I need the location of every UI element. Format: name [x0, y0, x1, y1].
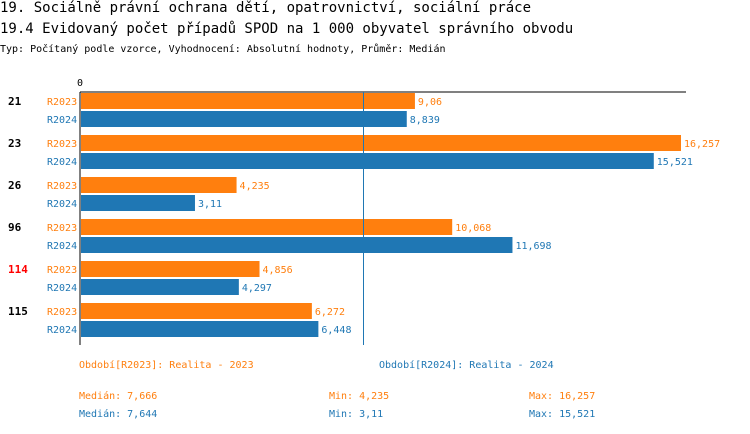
bar — [81, 177, 237, 193]
category-label: 96 — [8, 221, 22, 234]
stat-r2024-max: Max: 15,521 — [529, 409, 596, 420]
category-label: 114 — [8, 263, 28, 276]
series-label: R2024 — [47, 115, 77, 126]
bar — [81, 261, 260, 277]
chart-title: 19. Sociálně právní ochrana dětí, opatro… — [0, 0, 532, 16]
category-label: 115 — [8, 305, 28, 318]
bar — [81, 237, 513, 253]
chart-type-description: Typ: Počítaný podle vzorce, Vyhodnocení:… — [0, 44, 446, 55]
data-label: 8,839 — [410, 115, 440, 126]
series-label: R2024 — [47, 241, 77, 252]
stat-r2023-median: Medián: 7,666 — [79, 391, 158, 402]
bar — [81, 303, 312, 319]
bar — [81, 93, 415, 109]
data-label: 10,068 — [455, 223, 491, 234]
data-label: 4,235 — [240, 181, 270, 192]
data-label: 11,698 — [515, 241, 551, 252]
data-label: 4,297 — [242, 283, 272, 294]
chart-subtitle: 19.4 Evidovaný počet případů SPOD na 1 0… — [0, 21, 574, 37]
series-label: R2024 — [47, 199, 77, 210]
data-label: 4,856 — [263, 265, 293, 276]
series-label: R2024 — [47, 325, 77, 336]
category-label: 21 — [8, 95, 22, 108]
bar-chart: 0 21 R2023 9,06 R2024 8,839 23 R2023 16,257 R2024… — [8, 78, 720, 345]
stat-r2024-min: Min: 3,11 — [329, 409, 384, 420]
legend-r2023: Období[R2023]: Realita - 2023 — [79, 360, 254, 371]
bar — [81, 219, 453, 235]
series-label: R2023 — [47, 223, 77, 234]
stat-r2023-max: Max: 16,257 — [529, 391, 596, 402]
series-label: R2024 — [47, 283, 77, 294]
data-label: 6,272 — [315, 307, 345, 318]
bar — [81, 153, 654, 169]
bar — [81, 321, 319, 337]
legend-r2024: Období[R2024]: Realita - 2024 — [379, 360, 554, 371]
data-label: 6,448 — [321, 325, 351, 336]
data-label: 9,06 — [418, 97, 442, 108]
series-label: R2023 — [47, 265, 77, 276]
bar — [81, 279, 239, 295]
series-label: R2023 — [47, 307, 77, 318]
category-label: 23 — [8, 137, 21, 150]
series-label: R2023 — [47, 139, 77, 150]
series-label: R2023 — [47, 181, 77, 192]
category-label: 26 — [8, 179, 22, 192]
x-tick-label: 0 — [77, 78, 83, 89]
series-label: R2024 — [47, 157, 77, 168]
data-label: 15,521 — [657, 157, 693, 168]
bar — [81, 135, 681, 151]
bar — [81, 195, 195, 211]
bar — [81, 111, 407, 127]
data-label: 16,257 — [684, 139, 720, 150]
data-label: 3,11 — [198, 199, 222, 210]
stat-r2024-median: Medián: 7,644 — [79, 409, 158, 420]
stat-r2023-min: Min: 4,235 — [329, 391, 390, 402]
series-label: R2023 — [47, 97, 77, 108]
